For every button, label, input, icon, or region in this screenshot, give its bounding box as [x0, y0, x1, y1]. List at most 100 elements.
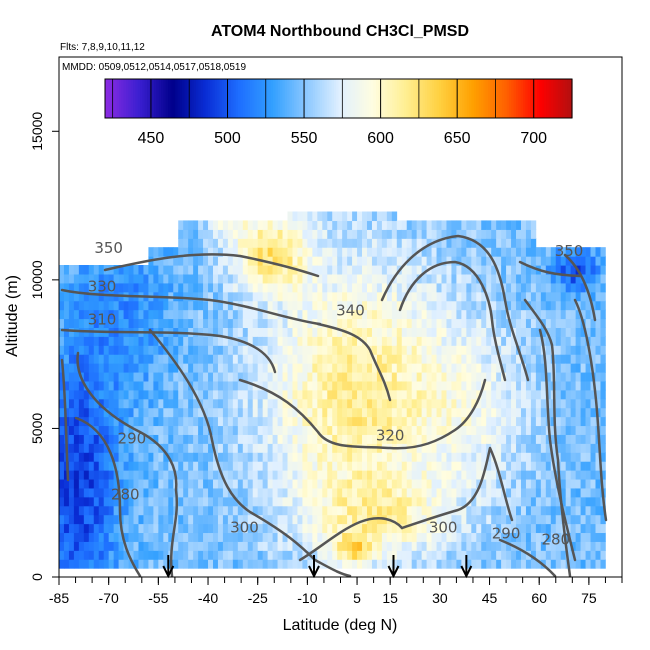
heat-cell [68, 407, 75, 418]
heat-cell [376, 541, 383, 551]
heat-cell [188, 407, 194, 418]
heat-cell [227, 505, 234, 516]
heat-cell [545, 523, 552, 534]
heat-cell [337, 220, 343, 230]
colorbar-swatch [324, 79, 328, 118]
heat-cell [441, 416, 447, 427]
heat-cell [441, 461, 447, 471]
heat-cell [520, 470, 527, 480]
heat-cell [600, 300, 606, 311]
heat-cell [386, 461, 393, 471]
heat-cell [307, 229, 313, 239]
heat-cell [540, 265, 547, 275]
heat-cell [237, 238, 244, 248]
heat-cell [277, 327, 283, 337]
heat-cell [580, 452, 586, 462]
heat-cell [436, 461, 442, 471]
heat-cell [242, 345, 249, 355]
heat-cell [108, 318, 114, 328]
heat-cell [550, 282, 557, 293]
heat-cell [337, 318, 343, 328]
heat-cell [545, 478, 552, 489]
heat-cell [317, 380, 323, 391]
heat-cell [183, 443, 189, 453]
heat-cell [535, 282, 542, 293]
heat-cell [451, 407, 457, 418]
heat-cell [525, 389, 532, 400]
heat-cell [198, 238, 204, 248]
heat-cell [431, 389, 437, 400]
heat-cell [481, 487, 487, 498]
heat-cell [421, 452, 427, 462]
heat-cell [138, 309, 144, 320]
heat-cell [88, 478, 95, 489]
heat-cell [327, 559, 333, 569]
heat-cell [411, 514, 418, 525]
heat-cell [585, 273, 591, 284]
heat-cell [63, 363, 70, 373]
heat-cell [575, 354, 581, 364]
heat-cell [491, 532, 497, 542]
colorbar-tick-label: 600 [367, 130, 394, 147]
heat-cell [322, 327, 328, 337]
heat-cell [461, 291, 467, 302]
heat-cell [272, 434, 278, 444]
heat-cell [282, 345, 288, 355]
heat-cell [396, 256, 403, 266]
heat-cell [277, 291, 283, 302]
heat-cell [426, 336, 432, 346]
heat-cell [193, 443, 199, 453]
heat-cell [327, 229, 333, 239]
heat-cell [133, 416, 139, 427]
heat-cell [570, 470, 576, 480]
heat-cell [302, 434, 308, 444]
heat-cell [63, 496, 70, 507]
heat-cell [297, 478, 303, 489]
heat-cell [600, 514, 606, 525]
heat-cell [297, 452, 303, 462]
heat-cell [570, 273, 576, 284]
heat-cell [212, 407, 219, 418]
heat-cell [148, 265, 154, 275]
heat-cell [501, 461, 507, 471]
contour-340-dome [380, 234, 530, 382]
heat-cell [322, 496, 328, 507]
heat-cell [386, 282, 393, 293]
profile-arrow-head [460, 565, 473, 579]
heat-cell [193, 380, 199, 391]
heat-cell [357, 398, 363, 409]
heat-cell [163, 550, 169, 560]
heat-cell [148, 336, 154, 346]
heat-cell [357, 425, 363, 435]
heat-cell [426, 327, 432, 337]
heat-cell [302, 416, 308, 427]
heat-cell [436, 363, 442, 373]
heat-cell [501, 273, 507, 284]
heat-cell [362, 336, 368, 346]
heat-cell [59, 300, 65, 311]
heat-cell [501, 425, 507, 435]
heat-cell [153, 398, 159, 409]
heat-cell [371, 416, 378, 427]
heat-cell [416, 434, 422, 444]
heat-cell [426, 363, 432, 373]
heat-cell [148, 398, 154, 409]
heat-cell [421, 354, 427, 364]
heat-cell [376, 461, 383, 471]
heat-cell [391, 452, 398, 462]
heat-cell [198, 416, 204, 427]
heat-cell [476, 496, 482, 507]
heat-cell [441, 523, 447, 534]
heat-cell [128, 532, 134, 542]
heat-cell [203, 256, 209, 266]
colorbar-swatch [522, 79, 526, 118]
heat-cell [520, 505, 527, 516]
heat-cell [426, 229, 432, 239]
heat-cell [242, 416, 249, 427]
colorbar-swatch [452, 79, 456, 118]
heat-cell [297, 514, 303, 525]
heat-cell [580, 425, 586, 435]
colorbar-swatch [564, 79, 568, 118]
heat-cell [128, 523, 134, 534]
heat-cell [451, 514, 457, 525]
